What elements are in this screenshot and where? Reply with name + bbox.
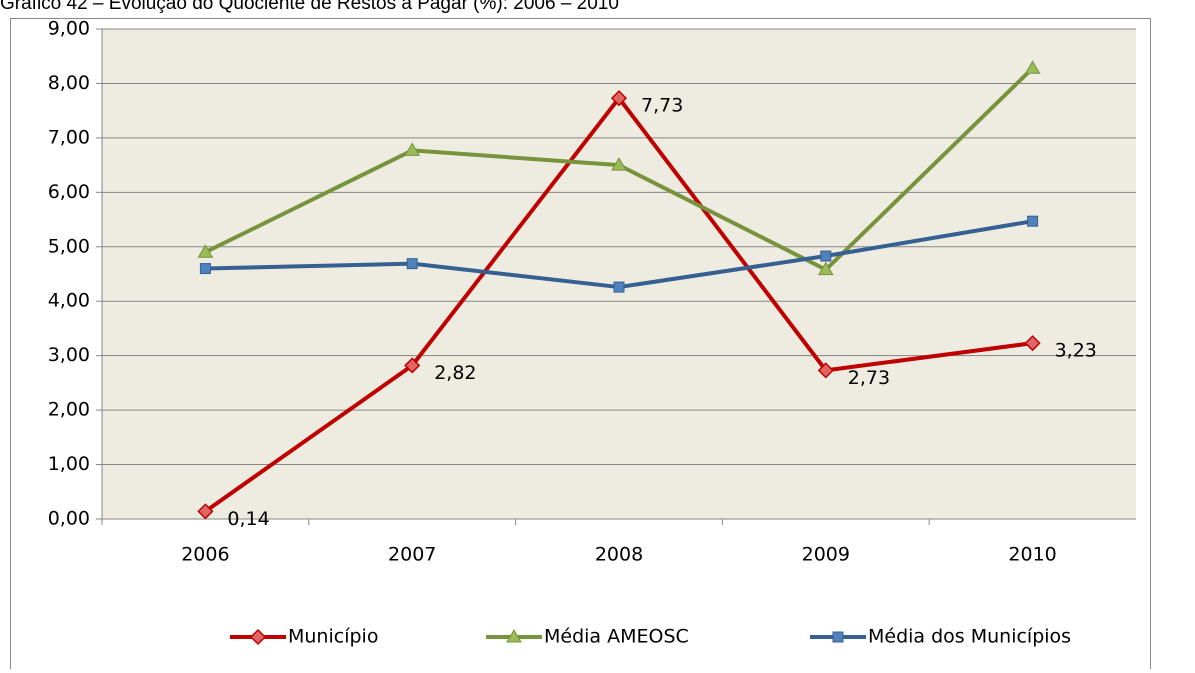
y-tick-label: 1,00 [48,453,90,475]
marker [249,628,267,646]
data-label: 2,82 [434,362,476,384]
legend-label: Média dos Municípios [868,626,1071,648]
data-label: 3,23 [1055,340,1097,362]
x-tick-label: 2007 [388,544,436,566]
y-tick-label: 5,00 [48,235,90,257]
marker [610,90,628,107]
y-tick-label: 4,00 [48,290,90,312]
legend-label: Média AMEOSC [544,626,689,648]
marker [506,629,522,643]
y-tick-label: 0,00 [48,508,90,530]
marker [832,631,844,643]
data-label: 0,14 [227,508,269,530]
marker [1027,215,1039,227]
legend-label: Município [288,626,378,648]
marker [197,503,214,520]
marker [1024,335,1041,352]
data-label: 2,73 [848,367,890,389]
marker [817,261,834,276]
x-tick-label: 2006 [181,544,229,566]
x-tick-label: 2009 [802,544,850,566]
y-tick-label: 7,00 [48,126,90,148]
marker [611,157,627,171]
chart-title: Gráfico 42 – Evolução do Quociente de Re… [0,0,619,14]
marker [404,357,421,374]
marker [817,362,834,379]
marker [404,142,421,156]
marker [820,250,832,262]
y-tick-label: 3,00 [48,344,90,366]
y-tick-label: 8,00 [48,72,90,94]
marker [199,263,211,275]
y-tick-label: 6,00 [48,181,90,203]
marker [1024,60,1041,74]
marker [406,258,418,270]
x-tick-label: 2010 [1008,544,1056,566]
data-label: 7,73 [641,95,683,117]
y-tick-label: 9,00 [48,18,90,40]
x-tick-label: 2008 [595,544,643,566]
y-tick-label: 2,00 [48,399,90,421]
marker [613,281,625,293]
plot-area [102,29,1136,519]
marker [197,244,214,258]
